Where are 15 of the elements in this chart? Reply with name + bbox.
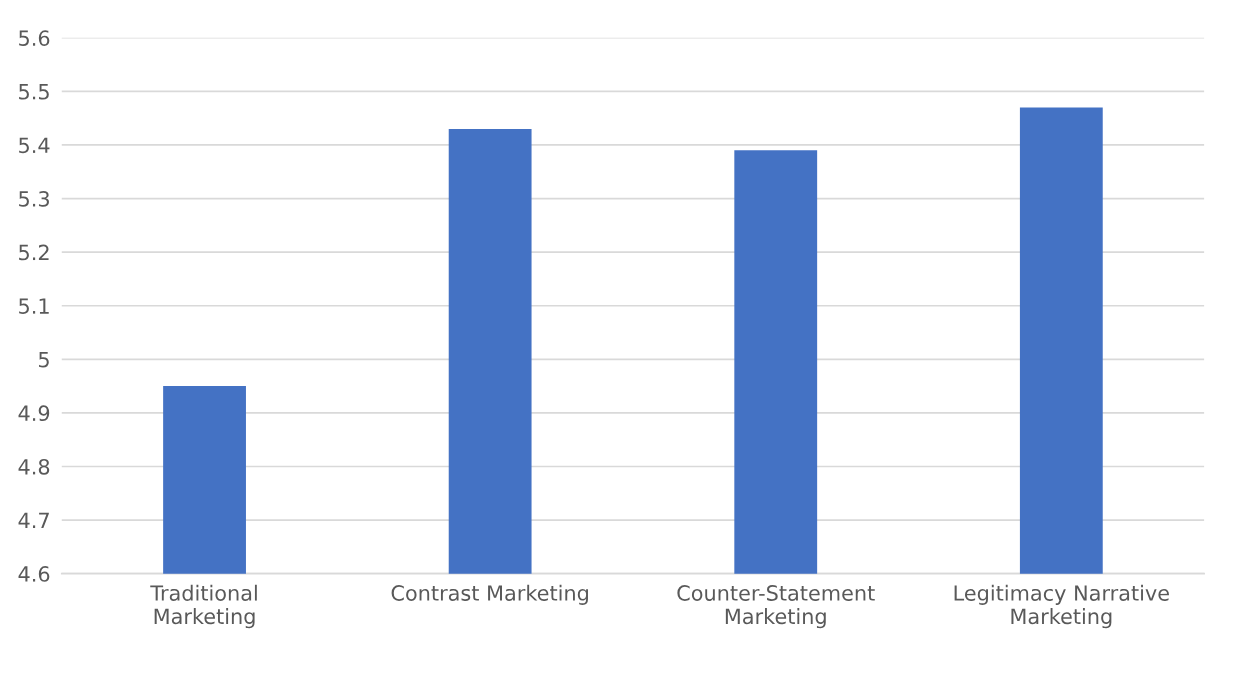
y-tick-label: 5.2: [19, 244, 49, 261]
y-tick-label: 5.1: [19, 298, 49, 314]
y-tick-label: 5.6: [19, 30, 50, 46]
x-tick-label: Legitimacy Narrative Marketing: [954, 584, 1169, 629]
y-tick-label: 4.9: [18, 405, 50, 422]
y-tick-label: 5: [38, 352, 49, 368]
y-tick-label: 5.4: [19, 137, 50, 154]
y-tick-label: 4.7: [18, 512, 49, 528]
y-tick-label: 4.8: [18, 458, 50, 475]
y-tick-label: 5.5: [19, 84, 49, 100]
y-tick-label: 4.6: [18, 566, 50, 582]
x-tick-label: Contrast Marketing: [391, 584, 588, 605]
x-tick-label: Counter-Statement Marketing: [677, 585, 875, 629]
x-tick-label: Traditional Marketing: [150, 584, 257, 629]
y-tick-label: 5.3: [19, 191, 49, 207]
